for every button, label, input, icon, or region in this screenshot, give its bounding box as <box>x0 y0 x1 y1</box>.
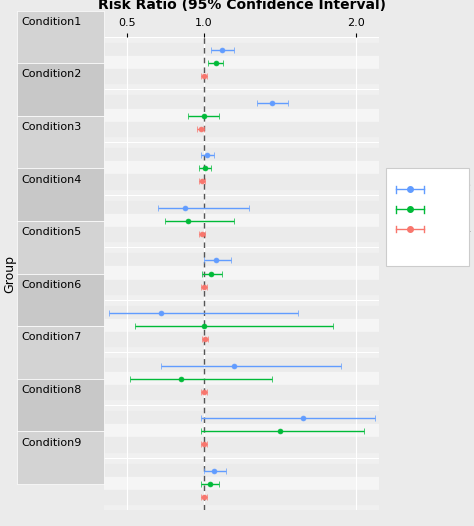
Bar <box>104 227 379 241</box>
Bar <box>104 69 379 83</box>
Text: GroupA: GroupA <box>429 224 471 235</box>
Text: Condition9: Condition9 <box>21 438 82 448</box>
Bar <box>104 96 379 110</box>
Bar <box>104 424 379 439</box>
Bar <box>104 438 379 451</box>
Bar <box>104 148 379 162</box>
Bar <box>104 174 379 188</box>
Bar <box>104 371 379 386</box>
Text: Condition7: Condition7 <box>21 332 82 342</box>
Bar <box>104 56 379 70</box>
Bar <box>104 214 379 228</box>
Text: Condition2: Condition2 <box>21 69 82 79</box>
Bar <box>104 332 379 346</box>
Bar <box>104 306 379 320</box>
Bar <box>104 266 379 281</box>
Text: Group: Group <box>3 255 16 292</box>
Bar <box>104 161 379 176</box>
Text: Condition5: Condition5 <box>21 227 81 237</box>
Bar <box>104 43 379 57</box>
Text: GroupB: GroupB <box>429 204 471 215</box>
Text: Condition6: Condition6 <box>21 280 81 290</box>
Text: Condition3: Condition3 <box>21 122 81 132</box>
Text: Condition1: Condition1 <box>21 17 81 27</box>
Bar <box>104 359 379 372</box>
Bar <box>104 385 379 399</box>
Bar <box>104 411 379 425</box>
Bar <box>104 200 379 215</box>
Bar <box>104 477 379 491</box>
Text: Condition8: Condition8 <box>21 385 82 395</box>
Bar <box>104 280 379 294</box>
Bar <box>104 122 379 136</box>
Bar <box>104 254 379 267</box>
Title: Risk Ratio (95% Confidence Interval): Risk Ratio (95% Confidence Interval) <box>98 0 386 13</box>
Bar <box>104 108 379 123</box>
Text: Condition4: Condition4 <box>21 175 82 185</box>
Bar <box>104 464 379 478</box>
Bar <box>104 490 379 504</box>
Bar <box>104 319 379 333</box>
Text: GroupC: GroupC <box>429 184 471 195</box>
Text: Group: Group <box>393 176 436 189</box>
